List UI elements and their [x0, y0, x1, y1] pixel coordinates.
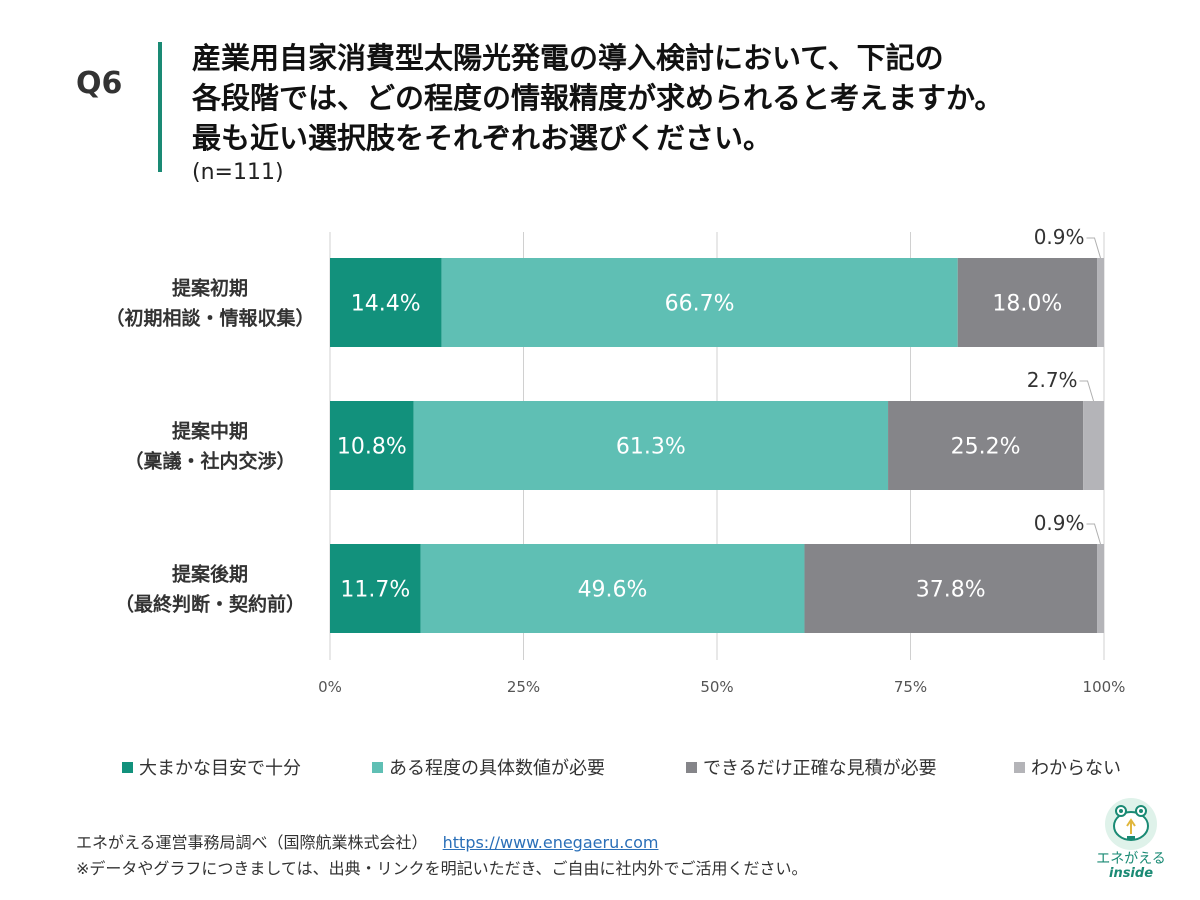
legend-swatch	[686, 761, 697, 773]
footer-link[interactable]: https://www.enegaeru.com	[442, 833, 659, 852]
category-sublabel: （最終判断・契約前）	[115, 593, 305, 616]
enegaeru-logo: エネがえる inside	[1086, 796, 1176, 886]
bar-segment	[330, 544, 421, 633]
data-label: 18.0%	[992, 292, 1062, 317]
legend-swatch	[122, 761, 133, 773]
data-label-callout: 0.9%	[1034, 511, 1085, 535]
bar-segment	[420, 544, 805, 633]
bar-segment	[413, 401, 889, 490]
legend-label: わからない	[1031, 758, 1121, 779]
data-label: 61.3%	[616, 435, 686, 460]
legend-label: できるだけ正確な見積が必要	[703, 758, 937, 779]
bar-segment	[804, 544, 1098, 633]
data-label: 11.7%	[340, 578, 410, 603]
bar-segment	[330, 401, 414, 490]
logo-name: エネがえる	[1096, 851, 1166, 867]
bar-segment	[1097, 544, 1104, 633]
footer-source: エネがえる運営事務局調べ（国際航業株式会社）	[76, 833, 428, 852]
data-label: 10.8%	[337, 435, 407, 460]
leader-line	[1086, 523, 1101, 545]
question-line-1: 産業用自家消費型太陽光発電の導入検討において、下記の	[192, 41, 944, 75]
category-sublabel: （稟議・社内交渉）	[124, 450, 295, 473]
bar-segment	[957, 258, 1098, 347]
legend-label: ある程度の具体数値が必要	[389, 758, 605, 779]
legend-swatch	[1014, 761, 1025, 773]
bar-segment	[1083, 401, 1104, 490]
x-tick-label: 75%	[894, 678, 927, 696]
sample-size: (n=111)	[192, 160, 284, 185]
x-tick-label: 0%	[318, 678, 342, 696]
data-label-callout: 0.9%	[1034, 225, 1085, 249]
question-accent-bar	[158, 42, 162, 172]
bar-segment	[441, 258, 958, 347]
legend-swatch	[372, 761, 383, 773]
data-label-callout: 2.7%	[1027, 368, 1078, 392]
x-tick-label: 100%	[1083, 678, 1126, 696]
question-block: 産業用自家消費型太陽光発電の導入検討において、下記の 各段階では、どの程度の情報…	[192, 38, 1152, 188]
legend-item: できるだけ正確な見積が必要	[686, 754, 937, 780]
data-label: 37.8%	[916, 578, 986, 603]
leader-line	[1086, 237, 1101, 259]
chart-legend: 大まかな目安で十分 ある程度の具体数値が必要 できるだけ正確な見積が必要 わからない	[0, 754, 1200, 780]
data-label: 49.6%	[578, 578, 648, 603]
legend-item: ある程度の具体数値が必要	[372, 754, 605, 780]
frog-lightbulb-icon	[1105, 798, 1157, 850]
data-label: 66.7%	[665, 292, 735, 317]
question-number: Q6	[76, 66, 123, 101]
stacked-bar-chart: 0% 25% 50% 75% 100% 提案初期 （初期相談・情報収集） 14.4% 66.7%…	[105, 225, 1126, 696]
legend-label: 大まかな目安で十分	[139, 758, 301, 779]
leader-line	[1079, 380, 1095, 402]
bar-segment	[888, 401, 1084, 490]
footer: エネがえる運営事務局調べ（国際航業株式会社） https://www.enega…	[76, 830, 808, 882]
question-line-3: 最も近い選択肢をそれぞれお選びください。	[192, 121, 773, 155]
question-line-2: 各段階では、どの程度の情報精度が求められると考えますか。	[192, 81, 1004, 115]
data-label: 25.2%	[951, 435, 1021, 460]
x-tick-label: 25%	[507, 678, 540, 696]
category-label: 提案中期	[172, 420, 248, 443]
bar-segment	[1097, 258, 1104, 347]
footer-note: ※データやグラフにつきましては、出典・リンクを明記いただき、ご自由に社内外でご活…	[76, 859, 808, 878]
logo-sub: inside	[1108, 866, 1154, 881]
category-label: 提案初期	[172, 277, 248, 300]
data-label: 14.4%	[351, 292, 421, 317]
category-sublabel: （初期相談・情報収集）	[105, 307, 314, 330]
legend-item: 大まかな目安で十分	[122, 754, 301, 780]
bar-segment	[330, 258, 442, 347]
category-label: 提案後期	[172, 563, 248, 586]
legend-item: わからない	[1014, 754, 1121, 780]
x-tick-label: 50%	[700, 678, 733, 696]
